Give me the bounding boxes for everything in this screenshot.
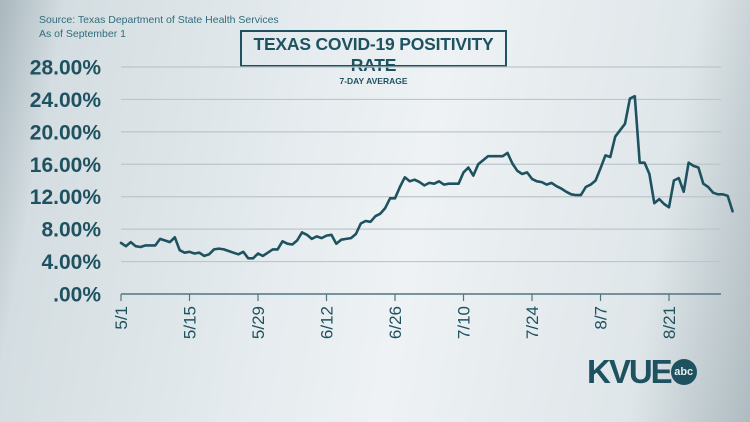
y-tick-label: 12.00% bbox=[30, 186, 102, 209]
x-tick-label: 7/10 bbox=[455, 306, 474, 339]
x-tick-label: 6/12 bbox=[318, 306, 337, 339]
as-of-date: As of September 1 bbox=[39, 28, 126, 40]
source-line: Source: Texas Department of State Health… bbox=[39, 14, 279, 26]
x-tick-label: 8/21 bbox=[660, 306, 679, 339]
kvue-abc-logo: KVUE abc bbox=[587, 353, 697, 390]
x-tick-label: 5/15 bbox=[181, 306, 200, 339]
chart-title: TEXAS COVID-19 POSITIVITY RATE bbox=[253, 34, 494, 75]
x-tick-label: 6/26 bbox=[386, 306, 405, 339]
chart-subtitle: 7-DAY AVERAGE bbox=[339, 76, 408, 86]
y-tick-label: 8.00% bbox=[41, 219, 101, 242]
y-axis-ticks: .00% 4.00% 8.00% 12.00% 16.00% 20.00% 24.00% 28… bbox=[30, 57, 102, 307]
gridlines bbox=[121, 66, 721, 263]
y-tick-label: .00% bbox=[53, 284, 101, 307]
y-tick-label: 24.00% bbox=[30, 89, 102, 112]
x-tick-label: 5/29 bbox=[249, 306, 268, 339]
x-axis: 5/1 5/15 5/29 6/12 6/26 7/10 7/24 8/7 8/21 bbox=[112, 293, 721, 339]
y-tick-label: 4.00% bbox=[41, 251, 101, 274]
y-tick-label: 20.00% bbox=[30, 121, 102, 144]
source-note: Source: Texas Department of State Health… bbox=[39, 13, 279, 41]
abc-badge-icon: abc bbox=[670, 359, 697, 385]
y-tick-label: 16.00% bbox=[30, 154, 102, 177]
y-tick-label: 28.00% bbox=[30, 57, 102, 80]
chart-title-box: TEXAS COVID-19 POSITIVITY RATE 7-DAY AVE… bbox=[240, 30, 507, 86]
logo-text: KVUE bbox=[587, 353, 673, 390]
series-line-positivity-rate bbox=[119, 94, 734, 260]
x-tick-label: 7/24 bbox=[523, 306, 542, 339]
series-layer bbox=[119, 94, 734, 260]
x-tick-label: 5/1 bbox=[112, 306, 131, 330]
x-tick-label: 8/7 bbox=[592, 306, 611, 330]
